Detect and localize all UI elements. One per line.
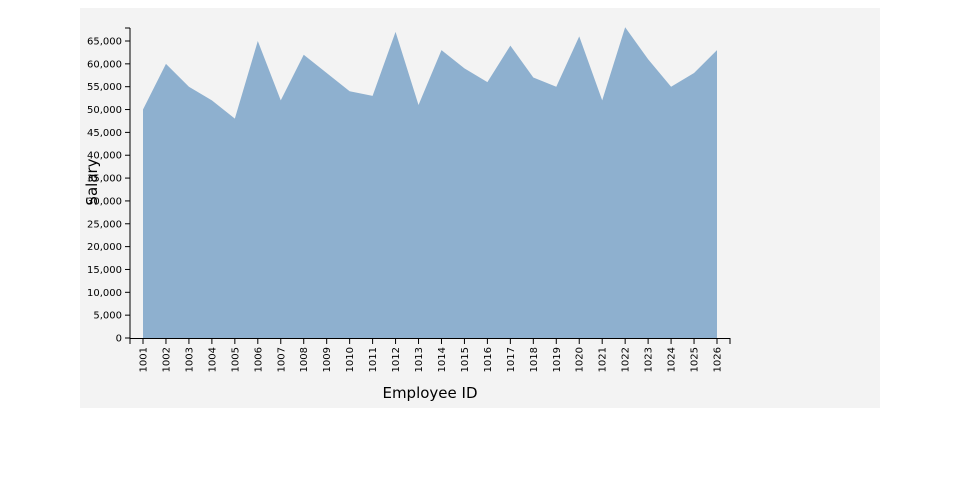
x-axis-title: Employee ID <box>382 384 477 402</box>
x-tick-label: 1013 <box>414 347 425 372</box>
x-tick-label: 1015 <box>460 347 471 372</box>
y-axis-title: Salary <box>83 158 101 205</box>
y-tick-label: 60,000 <box>87 59 122 70</box>
x-tick-label: 1011 <box>368 347 379 372</box>
x-tick-label: 1019 <box>552 347 563 372</box>
y-tick-label: 40,000 <box>87 151 122 162</box>
x-tick-label: 1026 <box>713 347 724 372</box>
y-tick-label: 35,000 <box>87 174 122 185</box>
x-tick-label: 1024 <box>667 347 678 372</box>
x-tick-label: 1010 <box>345 347 356 372</box>
x-axis: 1001 1002 1003 1004 1005 1006 1007 1008 1009 1010… <box>129 338 731 372</box>
x-tick-label: 1001 <box>139 347 150 372</box>
y-tick-label: 10,000 <box>87 288 122 299</box>
x-tick-label: 1022 <box>621 347 632 372</box>
y-tick-label: 0 <box>116 334 122 345</box>
x-tick-label: 1006 <box>253 347 264 372</box>
x-tick-label: 1003 <box>184 347 195 372</box>
x-tick-label: 1021 <box>598 347 609 372</box>
x-tick-label: 1004 <box>207 347 218 372</box>
y-tick-label: 55,000 <box>87 82 122 93</box>
x-tick-label: 1012 <box>391 347 402 372</box>
x-tick-label: 1020 <box>575 347 586 372</box>
x-tick-label: 1007 <box>276 347 287 372</box>
y-tick-label: 30,000 <box>87 196 122 207</box>
x-tick-label: 1016 <box>483 347 494 372</box>
salary-area-chart: 0 5,000 10,000 15,000 20,000 25,000 30,000 35,0… <box>83 27 731 402</box>
x-tick-label: 1018 <box>529 347 540 372</box>
plot-area <box>143 27 717 339</box>
y-tick-label: 65,000 <box>87 37 122 48</box>
x-tick-label: 1005 <box>230 347 241 372</box>
y-tick-label: 20,000 <box>87 242 122 253</box>
x-tick-label: 1009 <box>322 347 333 372</box>
x-tick-label: 1017 <box>506 347 517 372</box>
x-tick-label: 1025 <box>690 347 701 372</box>
x-tick-label: 1014 <box>437 347 448 372</box>
x-tick-label: 1008 <box>299 347 310 372</box>
y-tick-label: 25,000 <box>87 219 122 230</box>
y-axis: 0 5,000 10,000 15,000 20,000 25,000 30,000 35,0… <box>87 27 131 345</box>
y-tick-label: 5,000 <box>93 311 122 322</box>
x-tick-label: 1023 <box>644 347 655 372</box>
y-tick-label: 15,000 <box>87 265 122 276</box>
y-tick-label: 45,000 <box>87 128 122 139</box>
salary-area <box>143 27 717 339</box>
y-tick-label: 50,000 <box>87 105 122 116</box>
x-tick-label: 1002 <box>161 347 172 372</box>
chart-panel: 0 5,000 10,000 15,000 20,000 25,000 30,000 35,0… <box>80 8 880 408</box>
